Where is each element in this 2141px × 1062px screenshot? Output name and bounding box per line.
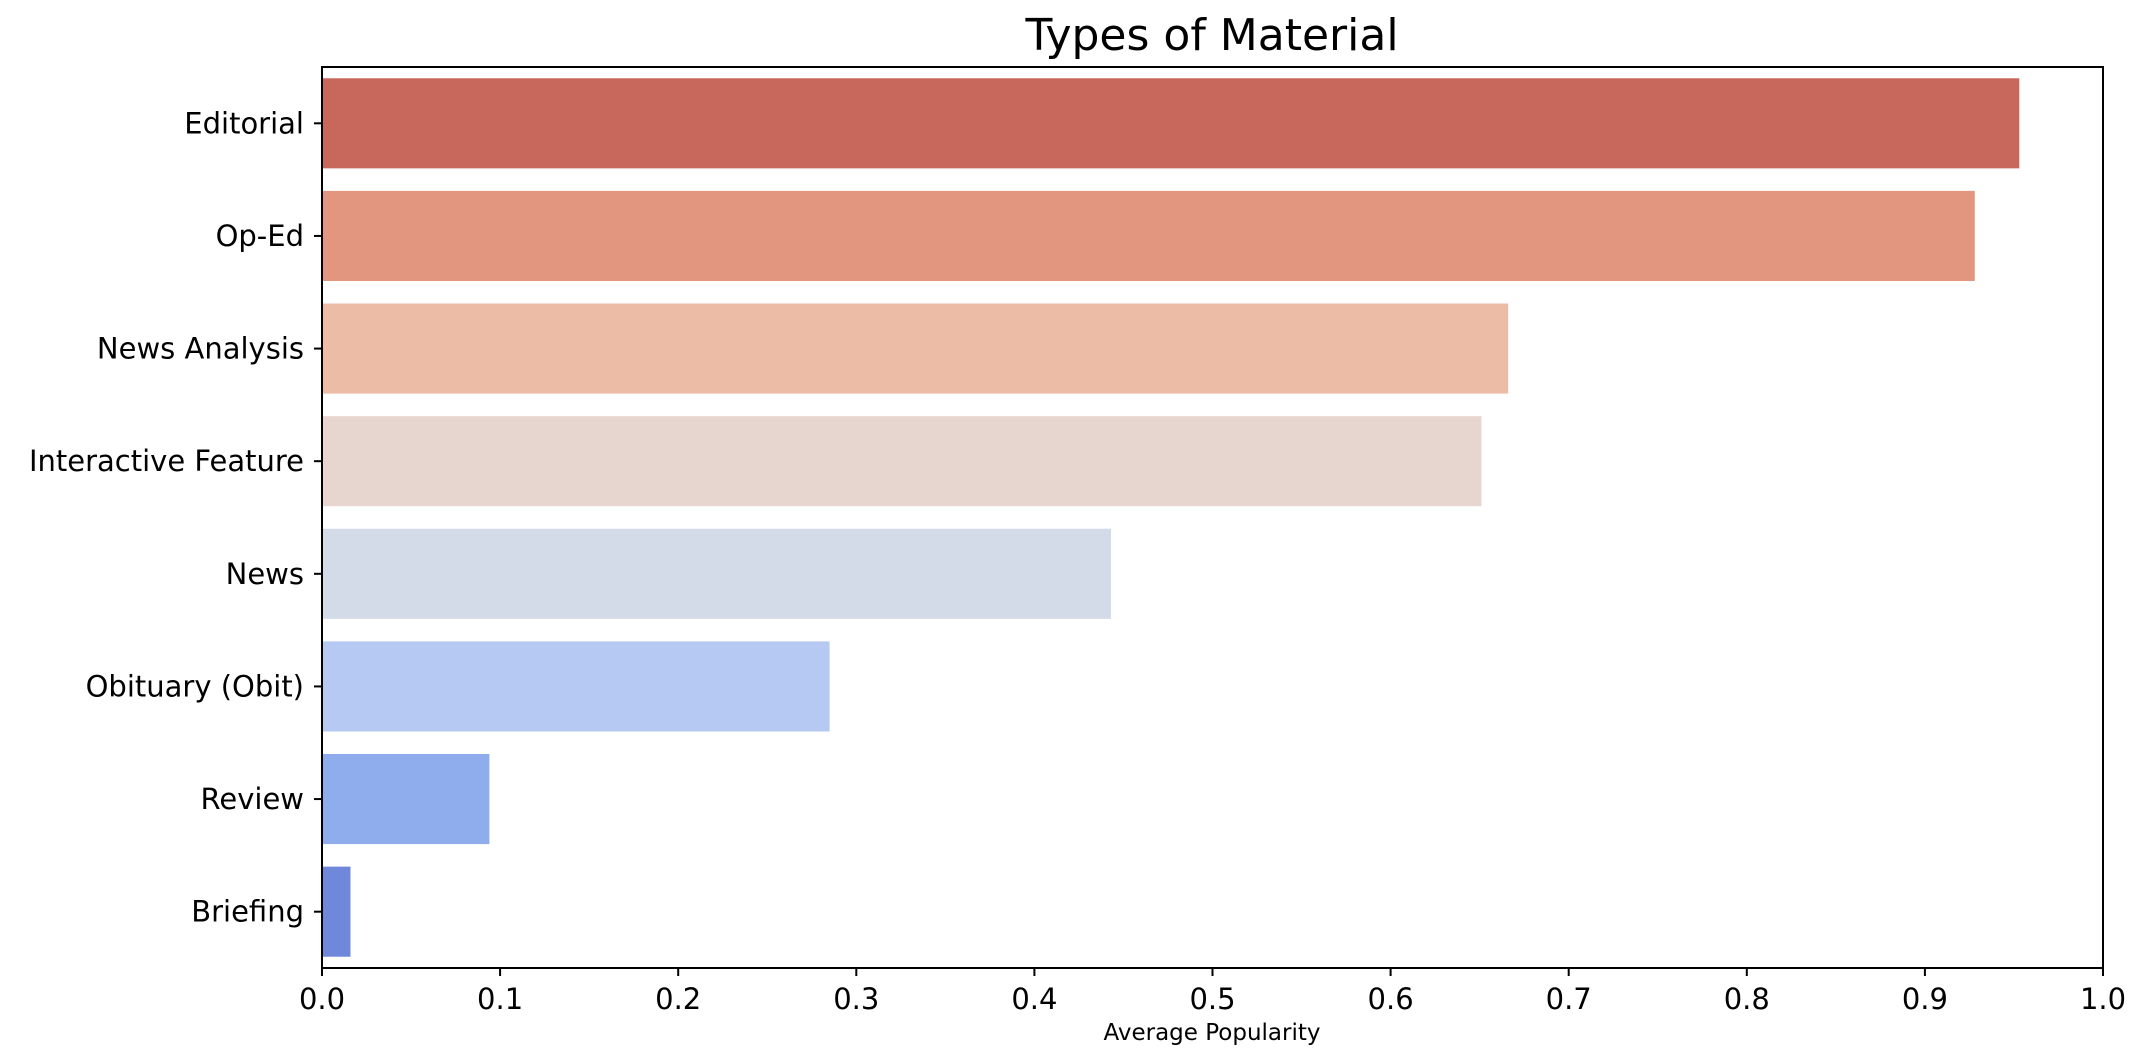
- y-axis: Editorial Op-Ed News Analysis Interactive F…: [29, 106, 322, 929]
- y-tick-label: Review: [201, 782, 304, 816]
- plot-frame: [321, 66, 2104, 969]
- x-tick-label: 0.2: [655, 982, 701, 1016]
- x-axis: 0.0 0.1 0.2 0.3 0.4 0.5 0.6 0.7 0.8 0.9 1.0: [299, 968, 2126, 1016]
- y-tick-label: Op-Ed: [216, 219, 304, 253]
- x-tick-label: 0.4: [1011, 982, 1057, 1016]
- x-tick-label: 0.5: [1189, 982, 1235, 1016]
- x-tick-label: 0.7: [1546, 982, 1592, 1016]
- y-tick-label: Obituary (Obit): [86, 669, 304, 703]
- y-tick-label: Interactive Feature: [29, 444, 304, 478]
- chart-title: Types of Material: [1024, 10, 1398, 61]
- bar-op-ed: [322, 190, 1975, 281]
- x-tick-label: 0.0: [299, 982, 345, 1016]
- bar-news-analysis: [322, 303, 1509, 394]
- x-tick-label: 0.9: [1902, 982, 1948, 1016]
- y-tick-label: News: [226, 557, 304, 591]
- x-tick-label: 0.8: [1724, 982, 1770, 1016]
- x-tick-label: 1.0: [2080, 982, 2126, 1016]
- x-tick-label: 0.3: [833, 982, 879, 1016]
- y-tick-label: News Analysis: [97, 332, 304, 366]
- bar-briefing: [322, 866, 351, 957]
- bar-news: [322, 528, 1111, 619]
- x-tick-label: 0.6: [1368, 982, 1414, 1016]
- bar-interactive-feature: [322, 416, 1482, 507]
- x-axis-label: Average Popularity: [1103, 1020, 1320, 1046]
- bar-obituary-obit: [322, 641, 830, 732]
- y-tick-label: Briefing: [191, 895, 304, 929]
- y-tick-label: Editorial: [184, 106, 304, 140]
- bar-editorial: [322, 78, 2020, 169]
- bar-review: [322, 754, 490, 845]
- x-tick-label: 0.1: [477, 982, 523, 1016]
- bars-layer: [322, 78, 2020, 957]
